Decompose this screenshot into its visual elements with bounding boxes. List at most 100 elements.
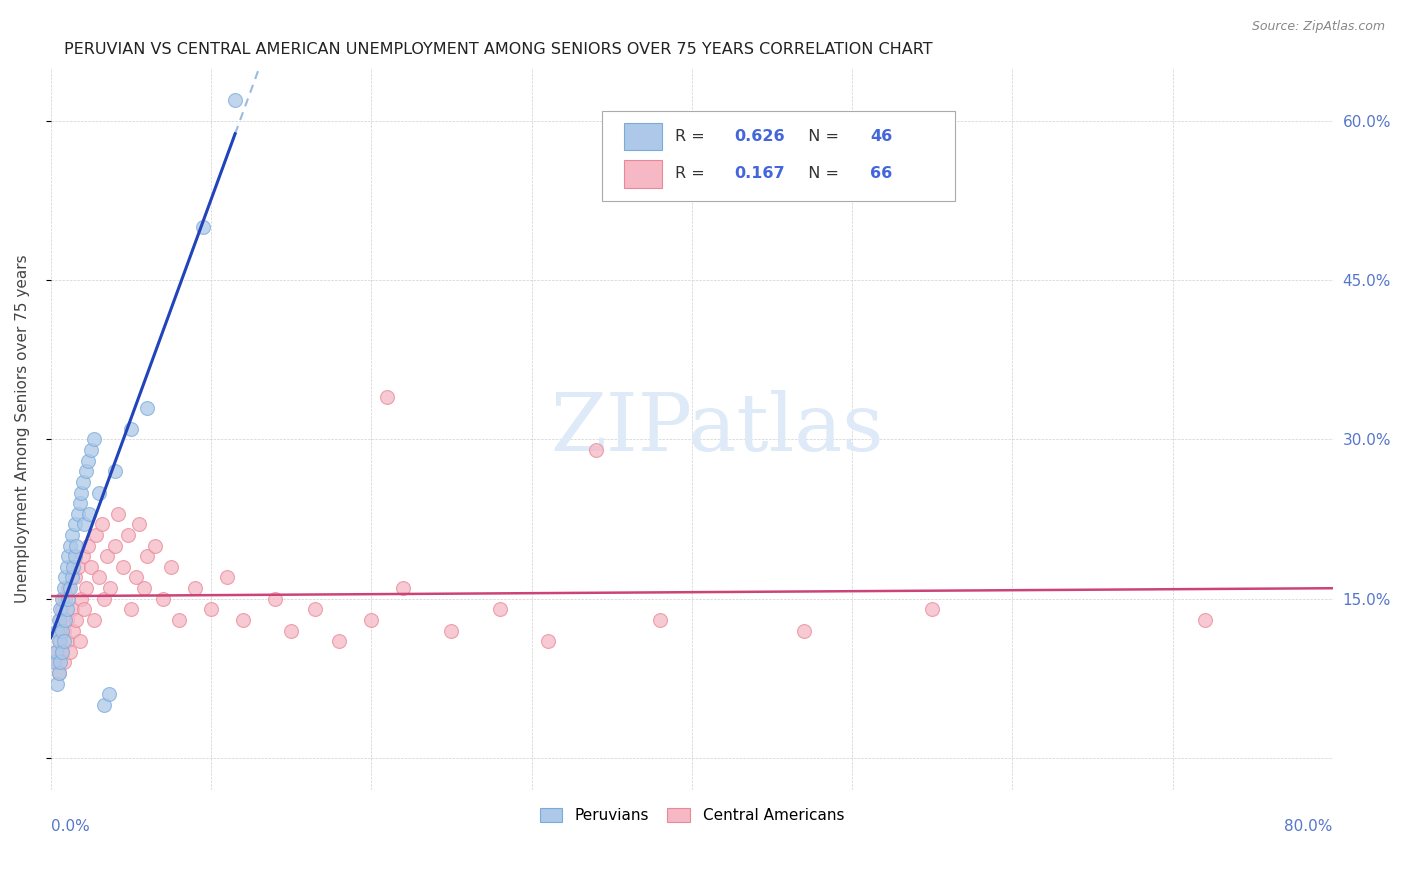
Point: [49, 613, 72, 627]
Point: [120, 422, 142, 436]
Text: Source: ZipAtlas.com: Source: ZipAtlas.com: [1251, 20, 1385, 33]
Point: [49, 656, 72, 670]
Point: [67, 507, 90, 521]
Point: [58, 591, 80, 606]
Point: [160, 560, 183, 574]
Point: [87, 570, 110, 584]
Point: [136, 549, 159, 564]
Point: [60, 570, 83, 584]
Point: [304, 602, 326, 616]
Point: [52, 656, 75, 670]
Point: [72, 549, 94, 564]
Point: [51, 645, 73, 659]
Point: [56, 560, 79, 574]
Point: [48, 613, 70, 627]
Point: [49, 602, 72, 616]
Point: [53, 591, 76, 606]
Point: [97, 687, 120, 701]
Text: 80.0%: 80.0%: [1285, 819, 1333, 834]
Point: [107, 507, 129, 521]
Bar: [624, 160, 662, 187]
Point: [73, 517, 96, 532]
Point: [488, 602, 510, 616]
Point: [52, 624, 75, 638]
Point: [440, 624, 463, 638]
Point: [59, 581, 82, 595]
Point: [80, 560, 103, 574]
Point: [69, 634, 91, 648]
Point: [56, 602, 79, 616]
Point: [59, 645, 82, 659]
Point: [45, 645, 67, 659]
Point: [280, 624, 302, 638]
Point: [360, 613, 382, 627]
Point: [128, 517, 150, 532]
Point: [264, 591, 287, 606]
Point: [53, 570, 76, 584]
Point: [51, 624, 73, 638]
Point: [48, 666, 70, 681]
Point: [98, 581, 121, 595]
Point: [51, 591, 73, 606]
Point: [65, 539, 87, 553]
Point: [70, 591, 93, 606]
Point: [69, 496, 91, 510]
Point: [63, 570, 86, 584]
Point: [63, 517, 86, 532]
Point: [60, 602, 83, 616]
Point: [46, 676, 69, 690]
Point: [52, 634, 75, 648]
Text: R =: R =: [675, 128, 710, 144]
Point: [51, 645, 73, 659]
Text: 66: 66: [870, 166, 893, 181]
Text: ZIPatlas: ZIPatlas: [551, 390, 884, 467]
Point: [63, 549, 86, 564]
Point: [72, 475, 94, 489]
Point: [42, 656, 65, 670]
Point: [224, 93, 246, 107]
Point: [52, 581, 75, 595]
Point: [184, 581, 207, 595]
Point: [536, 634, 558, 648]
Point: [93, 698, 115, 712]
Text: 0.167: 0.167: [734, 166, 785, 181]
Point: [62, 560, 84, 574]
Point: [125, 570, 148, 584]
Point: [87, 485, 110, 500]
Point: [232, 613, 254, 627]
Point: [76, 539, 98, 553]
Point: [167, 613, 190, 627]
Point: [585, 443, 607, 458]
Text: 0.626: 0.626: [734, 128, 785, 144]
Point: [67, 560, 90, 574]
Point: [96, 549, 118, 564]
Text: N =: N =: [799, 166, 845, 181]
Point: [76, 453, 98, 467]
Text: PERUVIAN VS CENTRAL AMERICAN UNEMPLOYMENT AMONG SENIORS OVER 75 YEARS CORRELATIO: PERUVIAN VS CENTRAL AMERICAN UNEMPLOYMEN…: [63, 42, 932, 57]
Text: N =: N =: [799, 128, 845, 144]
Point: [104, 539, 127, 553]
Point: [48, 666, 70, 681]
Point: [120, 602, 142, 616]
Point: [392, 581, 415, 595]
Point: [60, 528, 83, 542]
Point: [48, 634, 70, 648]
Point: [328, 634, 350, 648]
Point: [143, 539, 166, 553]
Point: [84, 528, 107, 542]
Point: [51, 602, 73, 616]
Point: [70, 485, 93, 500]
Point: [65, 613, 87, 627]
Point: [48, 624, 70, 638]
Point: [136, 401, 159, 415]
Text: R =: R =: [675, 166, 710, 181]
Text: 0.0%: 0.0%: [51, 819, 90, 834]
Point: [46, 656, 69, 670]
Point: [91, 517, 114, 532]
FancyBboxPatch shape: [602, 111, 955, 202]
Y-axis label: Unemployment Among Seniors over 75 years: Unemployment Among Seniors over 75 years: [15, 254, 30, 603]
Point: [152, 591, 174, 606]
Point: [45, 645, 67, 659]
Point: [75, 581, 97, 595]
Point: [83, 613, 105, 627]
